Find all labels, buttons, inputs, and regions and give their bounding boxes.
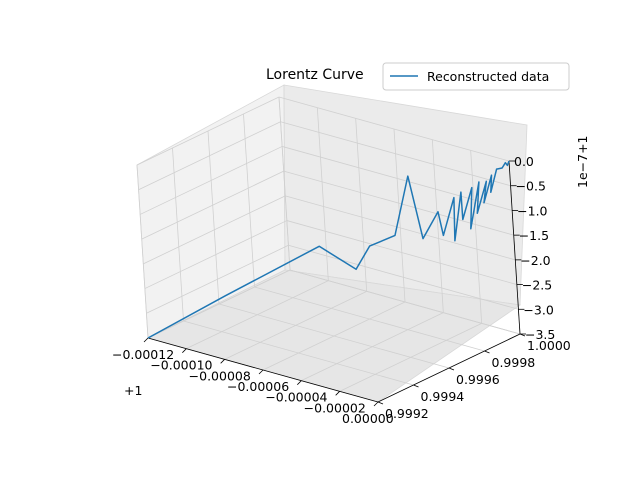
y-axis-tick-label: 0.9996 [456, 372, 500, 387]
x-axis-tick [297, 380, 302, 385]
x-axis-tick-label: −0.00004 [265, 390, 327, 405]
gridline-z-leftwall [147, 269, 291, 339]
gridline-z-backwall [283, 170, 514, 236]
x-axis-tick-label: −0.00008 [189, 368, 251, 383]
z-axis-tick-label: −1.0 [517, 203, 547, 218]
y-axis-tick [413, 384, 419, 388]
x-axis-offset-label: +1 [124, 383, 142, 398]
gridline-x-backwall [470, 150, 483, 324]
gridline-z-backwall [285, 195, 516, 261]
x-axis-tick [143, 337, 149, 343]
gridline-y-floor [218, 303, 450, 369]
z-axis-tick-label: −2.5 [522, 278, 552, 293]
gridline-z-leftwall [139, 146, 283, 215]
gridline-x-backwall [431, 139, 444, 313]
y-axis-tick-label: 1.0000 [527, 338, 571, 353]
x-axis-tick [258, 369, 264, 375]
x-axis-tick-label: −0.00006 [227, 379, 289, 394]
legend-label-reconstructed-data: Reconstructed data [427, 69, 549, 84]
gridline-y-leftwall [172, 147, 184, 322]
gridline-z-backwall [282, 146, 513, 211]
z-axis-offset-label: 1e−7+1 [575, 136, 590, 189]
gridline-z-leftwall [136, 96, 280, 166]
y-axis-line [377, 333, 521, 403]
z-axis-tick-label: −3.5 [525, 327, 555, 342]
pane-back-wall [283, 84, 528, 306]
grid-lines [136, 96, 521, 403]
gridline-z-backwall [280, 121, 511, 187]
z-axis-line [508, 160, 521, 335]
y-axis-tick-label: 0.9992 [385, 406, 429, 421]
x-axis-tick-label: 0.00000 [342, 411, 394, 426]
chart-title: Lorentz Curve [266, 67, 364, 83]
gridline-z-leftwall [141, 170, 284, 240]
x-axis-tick [182, 348, 187, 353]
x-axis-line [147, 337, 379, 403]
axis-tick-labels: −0.00012−0.00010−0.00008−0.00006−0.00004… [112, 154, 571, 426]
x-axis-tick-label: −0.00010 [150, 358, 212, 373]
gridline-y-leftwall [207, 130, 220, 305]
x-axis-tick [335, 391, 340, 396]
gridline-y-floor [183, 320, 414, 386]
z-axis-tick-label: −3.0 [523, 302, 553, 317]
y-axis-tick [484, 350, 490, 354]
x-axis-tick-label: −0.00002 [304, 400, 366, 415]
y-axis-tick [448, 367, 455, 371]
gridline-x-backwall [355, 118, 368, 292]
y-axis-tick-label: 0.9994 [421, 389, 465, 404]
x-axis-tick [220, 359, 225, 364]
legend: Reconstructed data [382, 62, 570, 91]
y-axis-tick-label: 0.9998 [492, 355, 536, 370]
gridline-z-backwall [286, 220, 517, 285]
gridline-z-backwall [289, 269, 521, 335]
z-axis-tick-label: −0.5 [516, 179, 546, 194]
series-line-reconstructed-data [147, 160, 510, 339]
z-axis-tick-label: −1.5 [519, 228, 549, 243]
gridline-x-backwall [316, 107, 329, 281]
axis-ticks [143, 160, 526, 407]
z-axis-tick-label: 0.0 [514, 154, 534, 169]
gridline-z-leftwall [143, 195, 286, 265]
z-axis-tick-label: −2.0 [520, 253, 550, 268]
gridline-z-backwall [288, 244, 519, 310]
gridline-z-backwall [278, 96, 510, 162]
gridline-y-floor [254, 286, 485, 352]
x-axis-tick-label: −0.00012 [112, 347, 174, 362]
y-axis-tick [377, 401, 384, 405]
gridline-y-leftwall [136, 164, 149, 339]
x-axis-tick [373, 401, 379, 407]
gridline-y-leftwall [243, 113, 255, 288]
gridline-z-leftwall [144, 220, 288, 289]
gridline-y-leftwall [278, 96, 291, 271]
gridline-z-leftwall [138, 121, 281, 191]
gridline-z-leftwall [146, 244, 289, 314]
